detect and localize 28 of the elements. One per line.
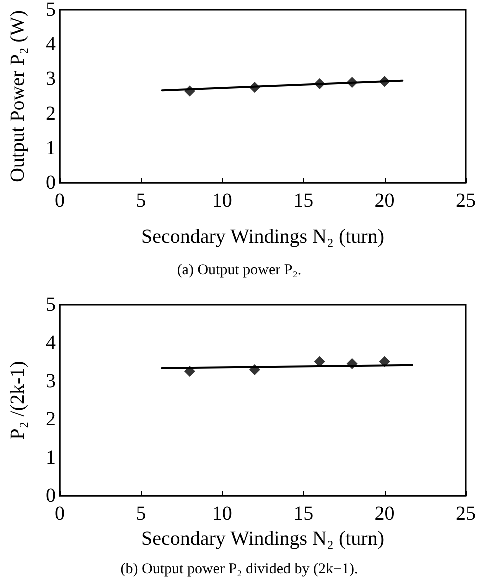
y-tick-label: 2 <box>46 408 56 431</box>
x-axis-title: Secondary Windings N₂ (turn) <box>142 528 384 550</box>
x-tick-label: 15 <box>294 190 314 212</box>
y-tick-label: 0 <box>46 485 56 507</box>
y-axis-title: Output Power P₂ (W) <box>7 10 29 182</box>
y-tick-label: 1 <box>46 137 56 160</box>
text: (b) Output power P₂ divided by (2k−1). <box>120 562 358 578</box>
text: (a) Output power P₂. <box>177 262 302 278</box>
y-axis-title: P₂ /(2k-1) <box>7 361 29 440</box>
y-tick-label: 0 <box>46 172 56 194</box>
y-tick-label: 1 <box>46 446 56 469</box>
y-tick-label: 4 <box>46 332 56 354</box>
y-tick-label: 4 <box>46 34 56 56</box>
x-axis-title: Secondary Windings N₂ (turn) <box>142 226 384 248</box>
y-tick-label: 5 <box>46 0 56 21</box>
x-tick-label: 25 <box>456 503 476 525</box>
x-tick-label: 5 <box>136 503 146 525</box>
x-tick-label: 20 <box>374 190 395 212</box>
y-tick-label: 3 <box>46 68 56 90</box>
x-tick-label: 10 <box>212 190 232 212</box>
x-tick-label: 25 <box>456 190 476 212</box>
y-tick-label: 3 <box>46 370 56 392</box>
x-tick-label: 10 <box>212 503 232 525</box>
y-tick-label: 2 <box>46 102 56 125</box>
x-tick-label: 15 <box>294 503 314 525</box>
x-tick-label: 5 <box>136 190 146 212</box>
x-tick-label: 20 <box>374 503 395 525</box>
y-tick-label: 5 <box>46 294 56 316</box>
